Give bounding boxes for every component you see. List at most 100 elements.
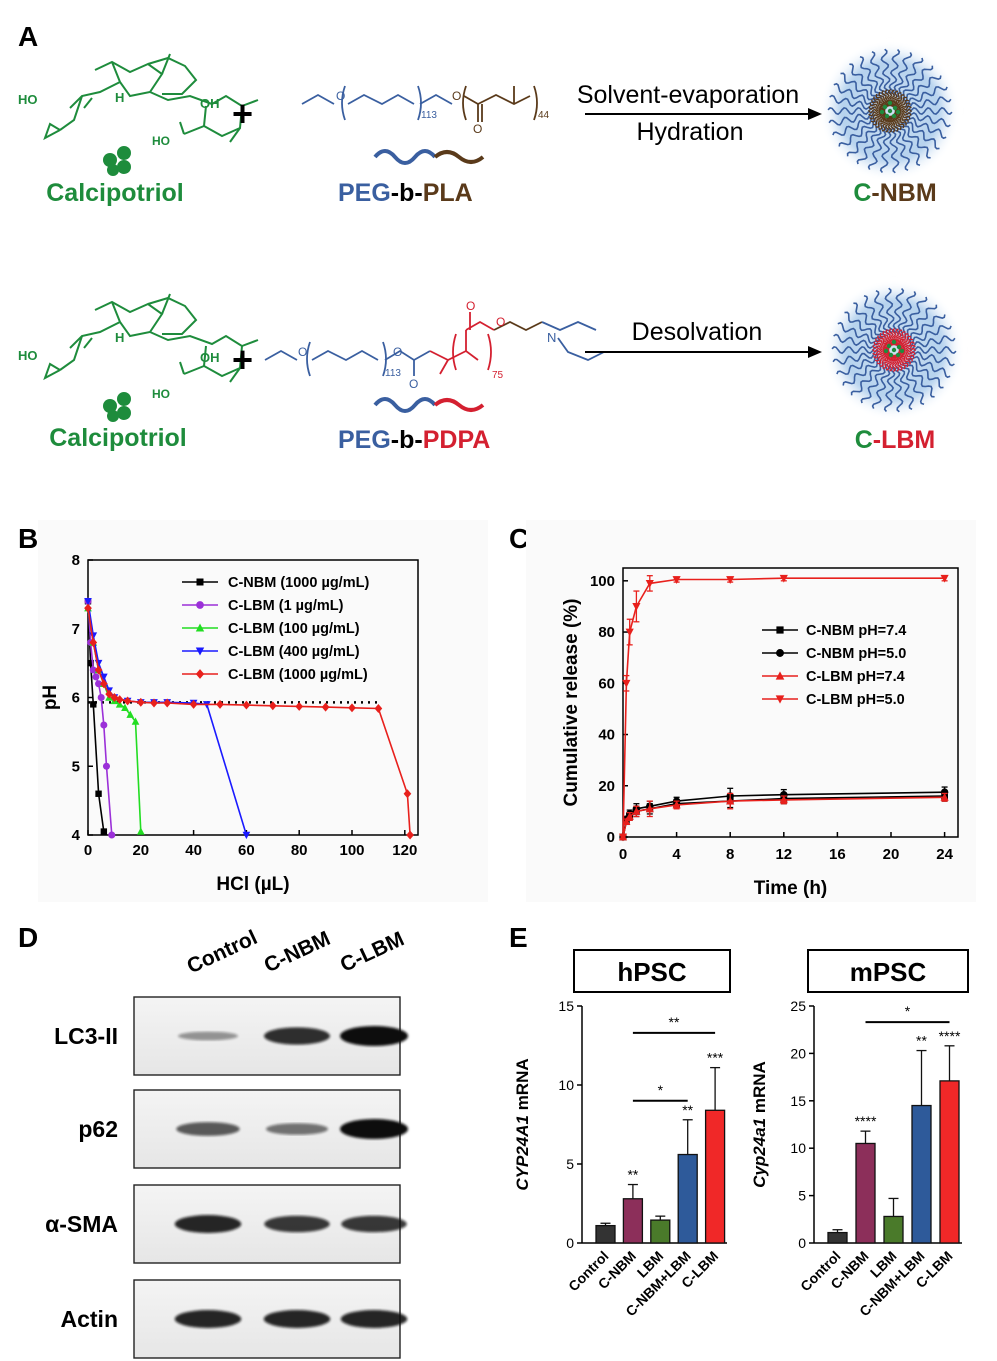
data-point [406, 830, 414, 840]
peg-corona-chain [860, 361, 886, 404]
peg-corona-chain [906, 304, 938, 341]
peg-corona-chain [897, 124, 931, 159]
peg-corona-chain [901, 363, 935, 398]
y-axis-label: Cumulative release (%) [561, 598, 582, 806]
label-oh-2: OH [200, 350, 220, 365]
core-chain [876, 353, 892, 365]
core-chain [879, 353, 893, 367]
legend-label: C-NBM pH=7.4 [806, 623, 906, 639]
legend-label: C-LBM (1 µg/mL) [228, 598, 344, 614]
calcipotriol-label-1: Calcipotriol [46, 179, 184, 207]
core-chain [874, 352, 891, 362]
data-point [216, 699, 224, 709]
data-point [163, 698, 172, 708]
data-point [108, 831, 116, 839]
drug-dot [886, 343, 892, 349]
data-point [242, 831, 251, 840]
arrow-label-hydration: Hydration [637, 118, 744, 146]
data-point [348, 703, 356, 713]
legend-marker [195, 669, 205, 679]
protein-band [341, 1215, 407, 1233]
significance-mark: *** [707, 1050, 724, 1066]
core-chain [898, 349, 915, 359]
lane-label: C-LBM [337, 927, 408, 976]
subscript-113-2: 113 [385, 368, 401, 379]
core-chain [872, 114, 888, 126]
peg-corona-chain [846, 120, 878, 157]
panel-letter-a: A [18, 21, 38, 52]
data-point [622, 817, 631, 826]
data-point [625, 628, 634, 637]
bar [939, 1080, 960, 1244]
o-label-6: O [409, 377, 418, 391]
data-point [123, 696, 132, 706]
drug-dot [882, 104, 888, 110]
data-point [131, 717, 140, 725]
data-point [940, 574, 949, 583]
protein-band [174, 1310, 242, 1328]
data-point [92, 673, 100, 681]
protein-band [264, 1027, 330, 1045]
drug-dot [883, 348, 889, 354]
legend-label: C-LBM (1000 µg/mL) [228, 667, 368, 683]
peg-pla-structure [301, 85, 538, 122]
data-point [242, 700, 251, 710]
core-chain [894, 331, 906, 346]
peg-corona-chain [904, 360, 944, 389]
bar [677, 1153, 698, 1244]
panel-a: A HO H OH HO Calcipotriol + [18, 21, 964, 454]
data-point [121, 703, 129, 712]
n-label: N [547, 330, 556, 345]
peg-corona-chain [888, 49, 901, 96]
label-ho-1b: HO [152, 134, 170, 148]
label-oh-1: OH [200, 96, 220, 111]
y-tick-label: 15 [558, 998, 574, 1014]
y-tick-label: 100 [590, 573, 615, 590]
y-tick-label: 7 [72, 621, 80, 638]
legend-marker [776, 649, 784, 657]
peg-corona-chain [833, 82, 878, 106]
data-point [97, 693, 105, 702]
data-point [150, 698, 158, 708]
chart-title: mPSC [850, 957, 927, 987]
drug-dot [887, 108, 893, 114]
panel-letter-b: B [18, 523, 38, 554]
calcipotriol-label-2: Calcipotriol [49, 424, 187, 452]
peg-corona-chain [900, 121, 940, 150]
pla-wave [433, 150, 485, 164]
lane-label: Control [184, 926, 261, 978]
data-point [726, 796, 735, 805]
peg-corona-chain [863, 294, 890, 336]
c-nbm-label: C-NBM [853, 179, 936, 207]
peg-corona-chain [902, 296, 928, 339]
y-tick-label: 0 [566, 1235, 574, 1251]
bar [622, 1198, 644, 1244]
significance-mark: **** [939, 1028, 961, 1044]
panel-letter-e: E [509, 922, 528, 953]
core-chain [889, 90, 899, 107]
peg-corona-chain [891, 365, 904, 413]
peg-corona-chain [871, 363, 891, 409]
drug-dot [884, 113, 890, 119]
peg-pla-label: PEG-b-PLA [338, 179, 473, 207]
peg-corona-chain [904, 75, 942, 105]
core-chain [893, 354, 900, 372]
legend-label: C-LBM pH=7.4 [806, 669, 905, 685]
panel-c: C 0 4 8 12 16 20 24 0 20 40 60 80 100 Time (h) Cumulat… [509, 520, 976, 902]
data-point [403, 789, 412, 799]
data-point [95, 790, 102, 797]
core-chain [893, 102, 911, 111]
y-tick-label: 10 [790, 1140, 806, 1156]
panel-letter-c: C [509, 523, 529, 554]
peg-corona-chain [870, 51, 889, 96]
core-chain [891, 354, 897, 373]
data-point [100, 673, 108, 682]
panel-b: B 0 20 40 60 80 100 120 4 5 6 7 8 HCl (µL) pH C-NBM (1… [18, 520, 488, 902]
arrowhead-1 [808, 108, 822, 120]
y-tick-label: 5 [798, 1188, 806, 1204]
x-axis-label: Time (h) [754, 878, 828, 899]
label-ho-1: HO [18, 92, 38, 107]
peg-corona-chain [859, 55, 886, 97]
